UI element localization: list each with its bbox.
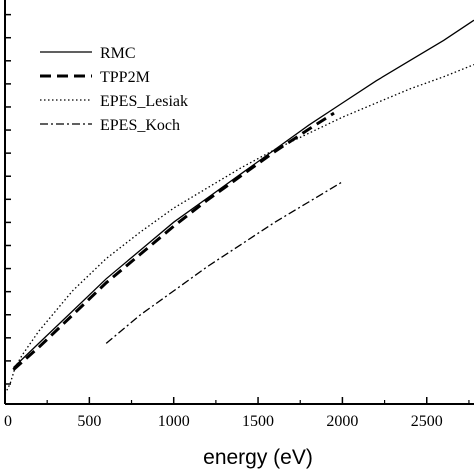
legend: RMC TPP2M EPES_Lesiak EPES_Koch: [40, 45, 188, 134]
x-tick-label: 2000: [326, 413, 358, 430]
x-tick-label: 0: [4, 413, 12, 430]
axes: 0 500 1000 1500 2000 2500: [4, 0, 474, 430]
x-axis-title: energy (eV): [203, 446, 313, 469]
series-line-epes-koch: [105, 181, 343, 344]
x-tick-label: 500: [77, 413, 101, 430]
series-line-rmc: [12, 19, 474, 369]
x-tick-label: 1000: [158, 413, 190, 430]
x-tick-label: 2500: [411, 413, 443, 430]
legend-label: EPES_Koch: [100, 117, 180, 134]
series-line-tpp2m: [12, 111, 335, 371]
x-tick-label: 1500: [242, 413, 274, 430]
legend-label: RMC: [100, 45, 136, 62]
legend-label: TPP2M: [100, 69, 150, 86]
series-line-epes-lesiak: [4, 63, 474, 395]
plot-area: [4, 19, 474, 395]
legend-label: EPES_Lesiak: [100, 93, 188, 110]
